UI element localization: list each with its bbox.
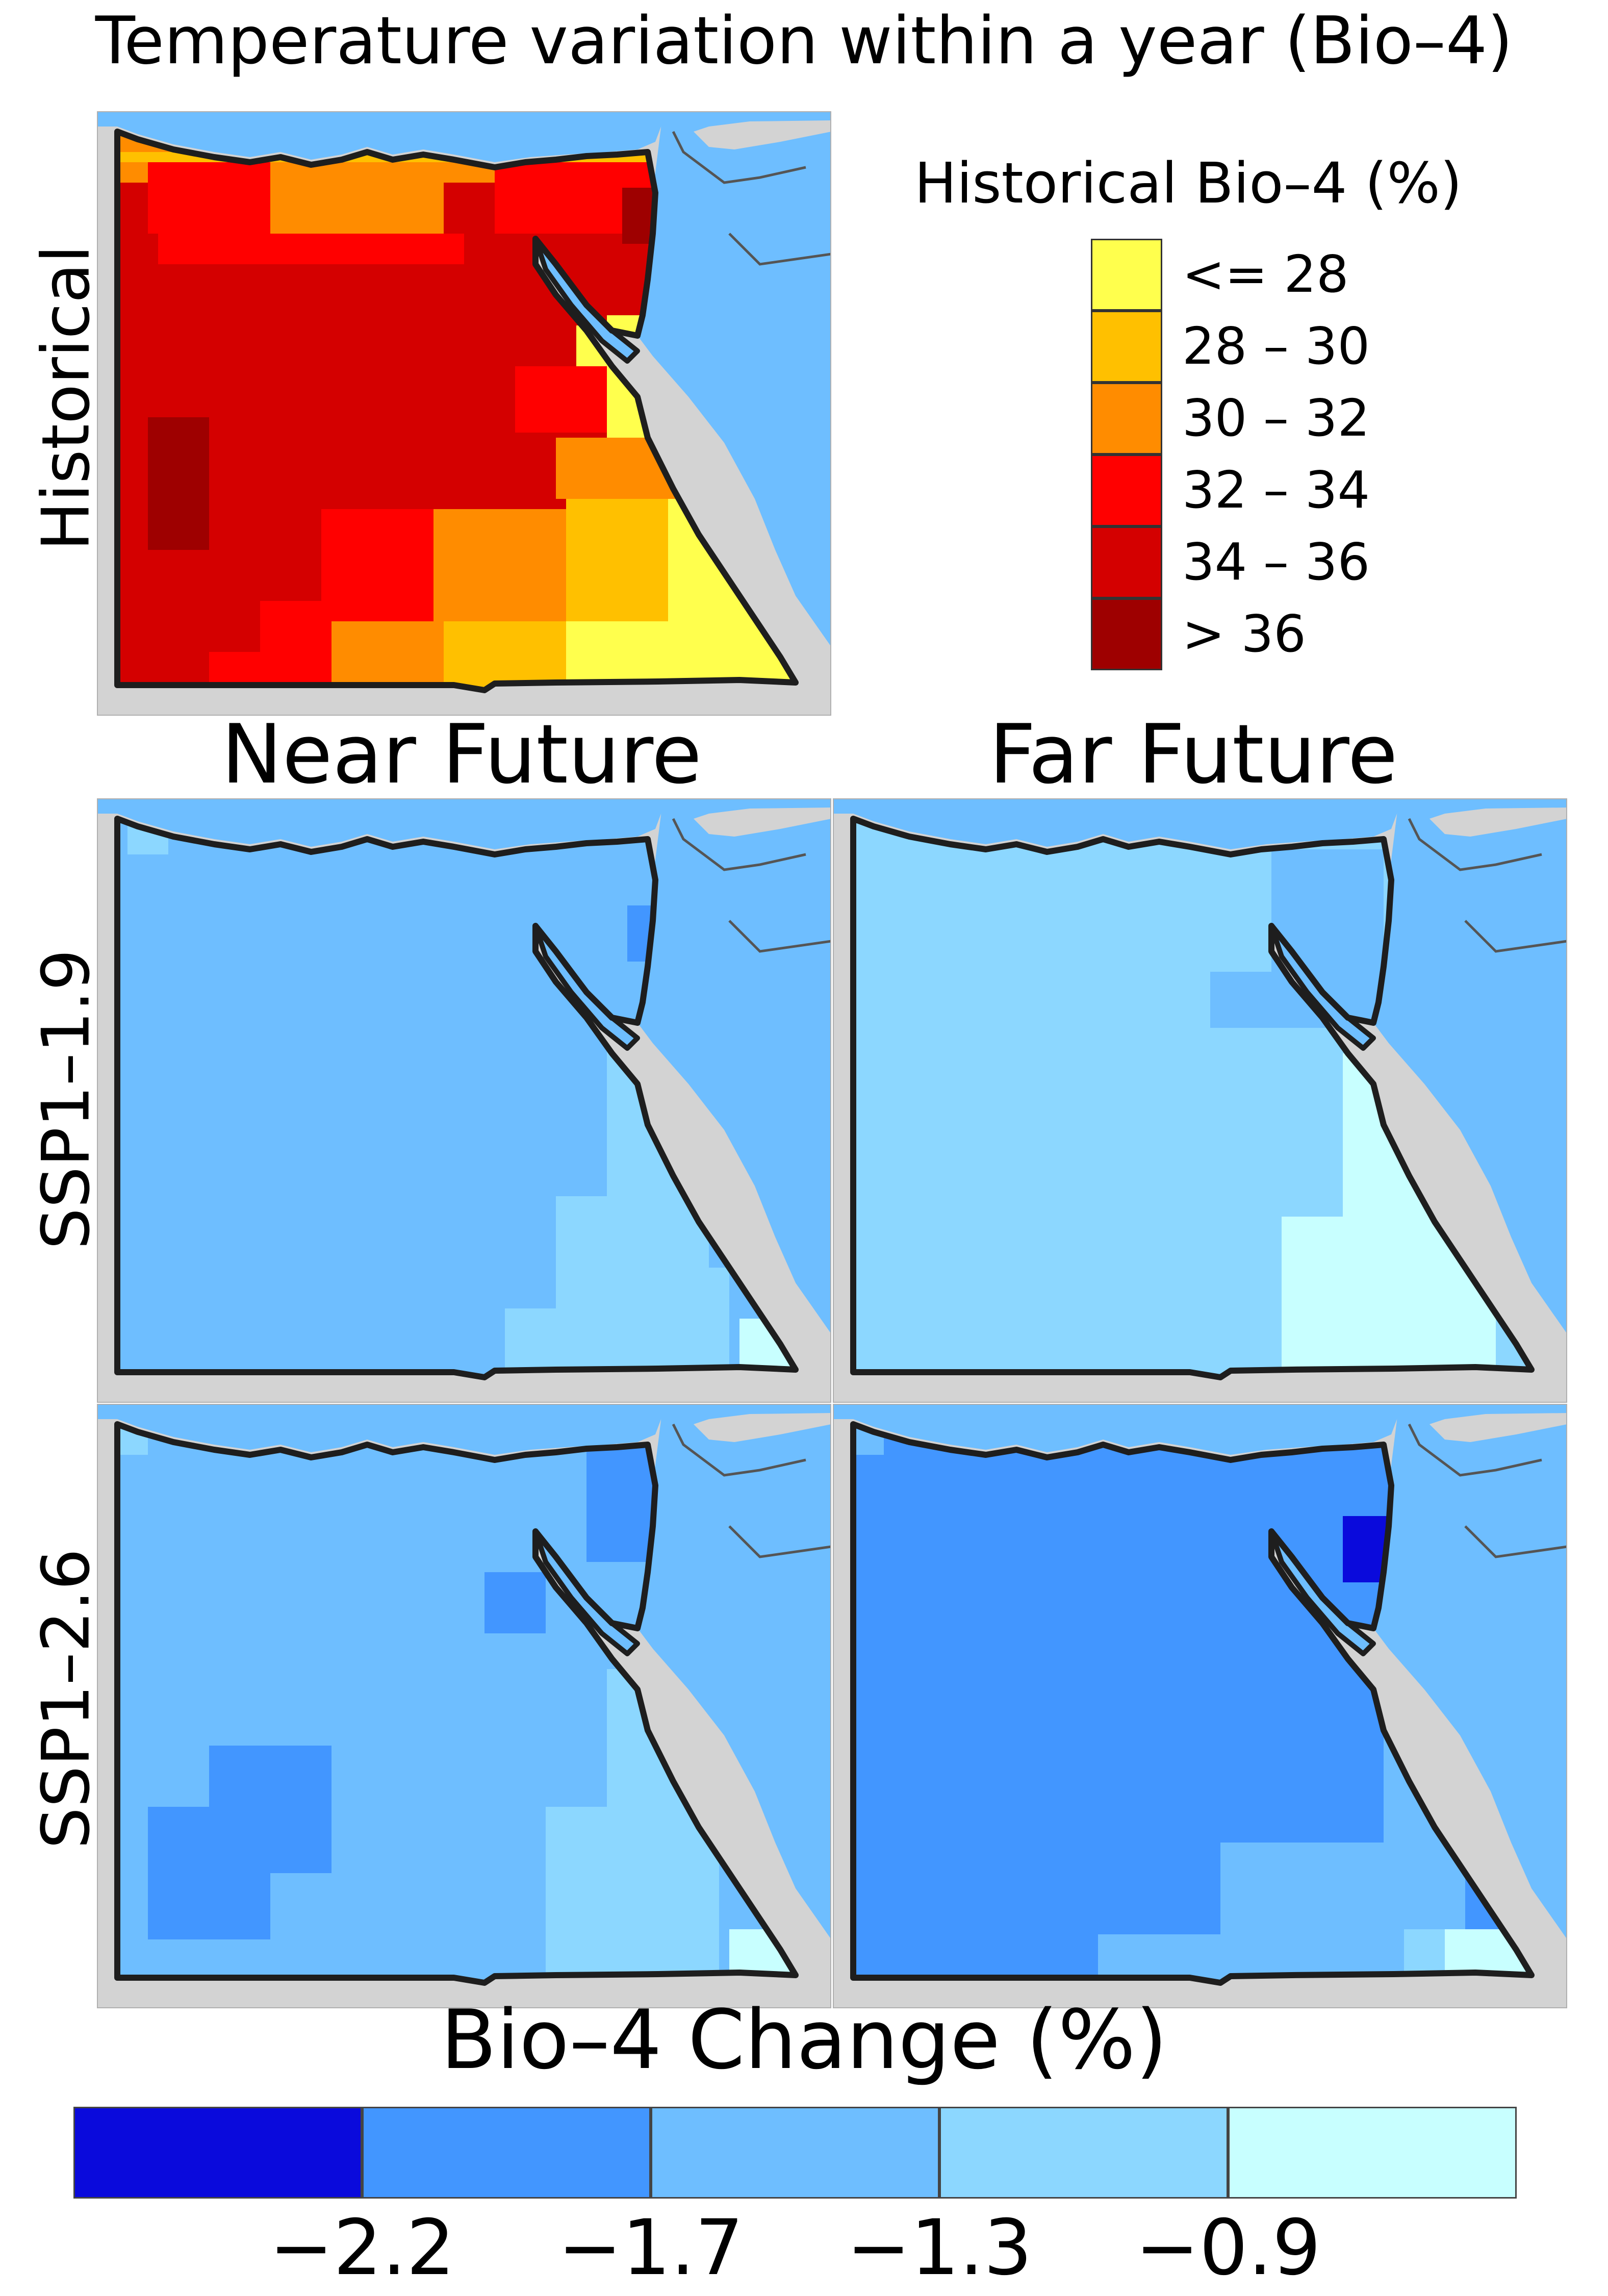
legend-label: 30 – 32 — [1182, 388, 1370, 448]
legend-label: 32 – 34 — [1182, 460, 1370, 520]
mediterranean-sea — [97, 1404, 831, 1455]
legend-swatch — [1091, 455, 1162, 526]
levant-land — [1430, 808, 1567, 837]
grid-cell — [148, 1807, 331, 1873]
change-legend-title: Bio–4 Change (%) — [440, 1992, 1168, 2087]
egypt-border — [850, 1421, 1535, 1986]
egypt-border — [114, 816, 799, 1380]
mediterranean-sea — [833, 798, 1567, 849]
legend-label: 34 – 36 — [1182, 532, 1370, 592]
map-far-future-ssp119 — [833, 798, 1567, 1403]
red-sea — [1373, 798, 1567, 1334]
panel-frame — [97, 111, 831, 716]
column-label-near-future: Near Future — [221, 707, 702, 802]
row-label-ssp119: SSP1–1.9 — [28, 949, 105, 1250]
colorbar-tick-label: −2.2 — [269, 2204, 455, 2292]
country-border — [1408, 1423, 1567, 1558]
mediterranean-sea — [97, 798, 831, 849]
country-border — [1408, 818, 1567, 953]
grid-cell — [546, 1807, 719, 1980]
grid-cell — [648, 1268, 729, 1377]
grid-cell — [331, 621, 444, 690]
grid-cell — [158, 234, 464, 264]
country-border — [672, 131, 831, 266]
colorbar-tick-label: −1.3 — [846, 2204, 1033, 2292]
colorbar-segment — [939, 2107, 1228, 2199]
colorbar-tick-label: −0.9 — [1135, 2204, 1321, 2292]
legend-swatch — [1091, 526, 1162, 598]
legend-label: 28 – 30 — [1182, 316, 1370, 376]
colorbar-tick-label: −1.7 — [557, 2204, 744, 2292]
legend-swatch — [1091, 598, 1162, 670]
grid-cell — [321, 509, 433, 621]
map-far-future-ssp126 — [833, 1404, 1567, 2008]
grid-cell — [148, 1873, 270, 1939]
red-sea — [637, 111, 831, 647]
legend-swatch — [1091, 311, 1162, 383]
country-border — [672, 1423, 831, 1558]
legend-swatch — [1091, 239, 1162, 311]
levant-land — [694, 1413, 831, 1442]
grid-cell — [505, 1308, 586, 1377]
legend-label: > 36 — [1182, 604, 1306, 664]
grid-cell — [484, 1572, 546, 1633]
column-label-far-future: Far Future — [989, 707, 1398, 802]
legend-label: <= 28 — [1182, 244, 1349, 304]
red-sea — [637, 1404, 831, 1939]
egypt-border — [850, 816, 1535, 1380]
panel-frame — [833, 1404, 1567, 2008]
panel-frame — [97, 1404, 831, 2008]
colorbar-segment — [651, 2107, 939, 2199]
grid-cell — [433, 509, 566, 621]
row-label-historical: Historical — [28, 245, 105, 551]
grid-cell — [209, 1746, 331, 1807]
colorbar-segment — [362, 2107, 651, 2199]
grid-cell — [148, 417, 209, 550]
panel-frame — [833, 798, 1567, 1403]
red-sea — [1373, 1404, 1567, 1939]
grid-cell — [444, 621, 566, 690]
colorbar-segment — [73, 2107, 362, 2199]
map-near-future-ssp126 — [97, 1404, 831, 2008]
grid-cell — [260, 601, 331, 690]
legend-swatch — [1091, 383, 1162, 455]
map-historical — [97, 111, 831, 716]
mediterranean-sea — [97, 111, 831, 162]
levant-land — [694, 808, 831, 837]
grid-cell — [1282, 1217, 1384, 1377]
figure-title: Temperature variation within a year (Bio… — [95, 3, 1513, 79]
egypt-border — [114, 129, 799, 693]
egypt-border — [114, 1421, 799, 1986]
grid-cell — [270, 162, 444, 234]
levant-land — [694, 120, 831, 149]
levant-land — [1430, 1413, 1567, 1442]
country-border — [672, 818, 831, 953]
historical-legend-title: Historical Bio–4 (%) — [914, 150, 1462, 216]
colorbar-segment — [1228, 2107, 1517, 2199]
mediterranean-sea — [833, 1404, 1567, 1455]
red-sea — [637, 798, 831, 1334]
row-label-ssp126: SSP1–2.6 — [28, 1548, 105, 1849]
map-near-future-ssp119 — [97, 798, 831, 1403]
panel-frame — [97, 798, 831, 1403]
